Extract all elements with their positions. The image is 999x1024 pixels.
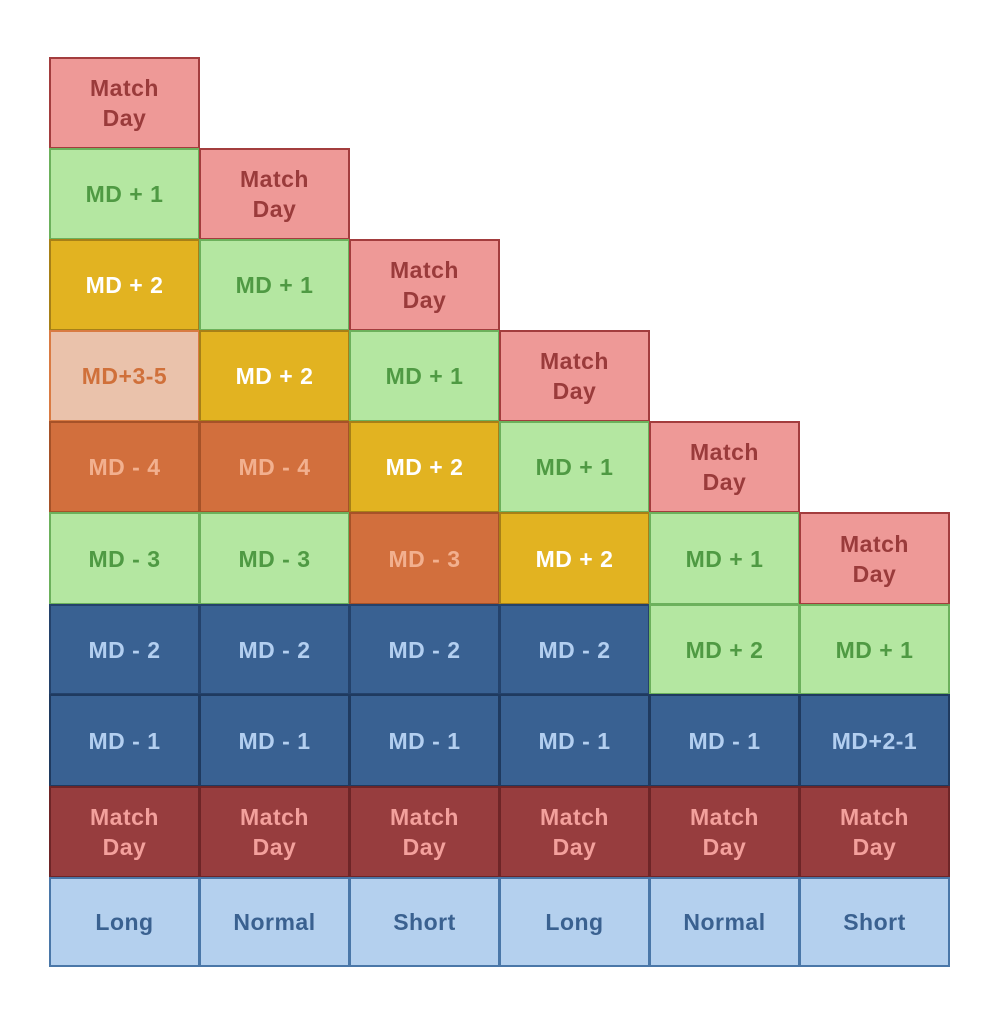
session-cell: MD - 4: [49, 421, 200, 513]
session-cell: MD - 2: [349, 604, 500, 695]
session-cell: MD + 2: [199, 330, 350, 422]
session-cell: MD+2-1: [799, 694, 950, 787]
session-cell: Match Day: [49, 786, 200, 878]
schedule-type-label: Long: [49, 877, 200, 967]
session-cell: Match Day: [49, 57, 200, 149]
session-cell: Match Day: [649, 786, 800, 878]
session-cell: MD + 2: [499, 512, 650, 605]
session-cell: MD + 2: [49, 239, 200, 331]
session-cell: MD - 2: [199, 604, 350, 695]
schedule-type-label: Normal: [649, 877, 800, 967]
schedule-type-label: Long: [499, 877, 650, 967]
schedule-type-label: Normal: [199, 877, 350, 967]
session-cell: MD - 3: [199, 512, 350, 605]
session-cell: MD+3-5: [49, 330, 200, 422]
session-cell: MD + 1: [349, 330, 500, 422]
session-cell: Match Day: [199, 786, 350, 878]
session-cell: MD + 2: [349, 421, 500, 513]
session-cell: MD - 1: [49, 694, 200, 787]
session-cell: MD - 1: [349, 694, 500, 787]
session-cell: MD - 4: [199, 421, 350, 513]
session-cell: MD - 1: [499, 694, 650, 787]
session-cell: Match Day: [649, 421, 800, 513]
session-cell: MD - 3: [49, 512, 200, 605]
session-cell: MD + 1: [499, 421, 650, 513]
session-cell: Match Day: [499, 786, 650, 878]
schedule-type-label: Short: [799, 877, 950, 967]
session-cell: MD - 1: [649, 694, 800, 787]
session-cell: MD + 1: [649, 512, 800, 605]
session-cell: MD + 2: [649, 604, 800, 695]
session-cell: MD + 1: [799, 604, 950, 695]
session-cell: Match Day: [199, 148, 350, 240]
session-cell: MD - 3: [349, 512, 500, 605]
session-cell: MD - 1: [199, 694, 350, 787]
schedule-type-label: Short: [349, 877, 500, 967]
session-cell: Match Day: [799, 512, 950, 605]
session-cell: MD + 1: [199, 239, 350, 331]
session-cell: MD + 1: [49, 148, 200, 240]
session-cell: MD - 2: [499, 604, 650, 695]
session-cell: Match Day: [349, 786, 500, 878]
session-cell: Match Day: [349, 239, 500, 331]
session-cell: MD - 2: [49, 604, 200, 695]
session-cell: Match Day: [799, 786, 950, 878]
session-cell: Match Day: [499, 330, 650, 422]
